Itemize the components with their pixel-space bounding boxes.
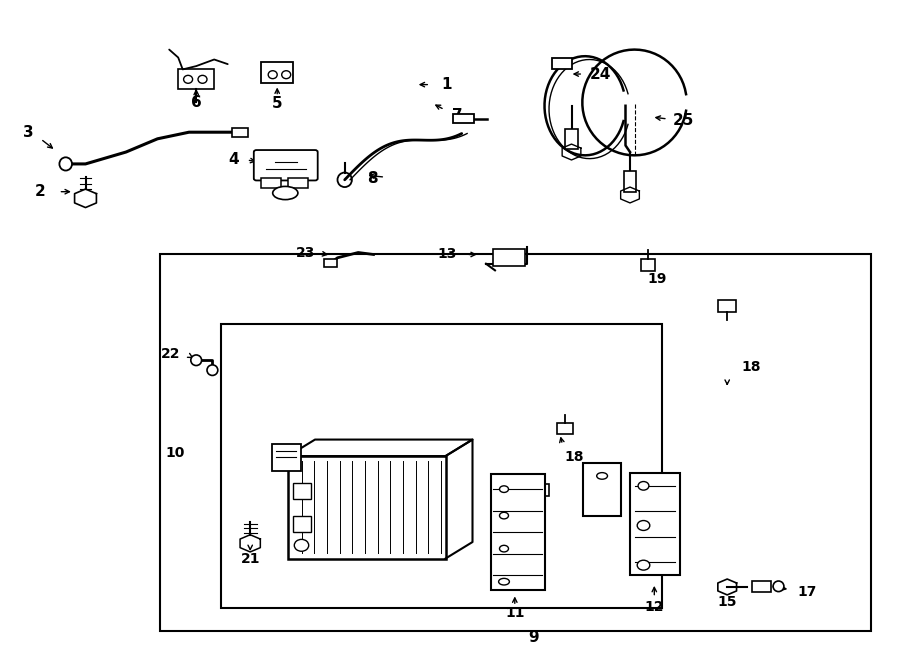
Ellipse shape [273, 186, 298, 200]
Text: 14: 14 [591, 483, 611, 498]
Text: 18: 18 [564, 450, 584, 465]
Ellipse shape [638, 481, 649, 490]
Text: 4: 4 [229, 153, 239, 167]
Ellipse shape [282, 71, 291, 79]
Ellipse shape [499, 578, 509, 585]
Bar [557, 423, 573, 434]
Text: 16: 16 [500, 475, 520, 490]
Text: 24: 24 [590, 67, 611, 81]
Bar [220, 324, 662, 608]
Text: 7: 7 [452, 108, 463, 122]
Text: 21: 21 [240, 552, 260, 566]
Text: 13: 13 [437, 247, 457, 262]
Bar [178, 69, 214, 89]
Bar [630, 473, 680, 575]
Bar [288, 178, 308, 188]
Text: 8: 8 [367, 171, 378, 186]
Text: 1: 1 [441, 77, 452, 92]
Text: 10: 10 [166, 446, 185, 460]
Bar [583, 463, 621, 516]
Text: 6: 6 [191, 95, 202, 110]
Ellipse shape [500, 545, 508, 552]
Bar [718, 300, 736, 312]
Ellipse shape [294, 539, 309, 551]
Bar [160, 254, 871, 631]
Bar [493, 249, 525, 266]
Text: 19: 19 [647, 272, 667, 286]
Ellipse shape [637, 560, 650, 570]
Ellipse shape [773, 581, 784, 592]
Text: 22: 22 [160, 347, 180, 362]
Text: 18: 18 [742, 360, 761, 374]
Bar [565, 129, 578, 149]
Ellipse shape [597, 473, 608, 479]
Ellipse shape [637, 521, 650, 530]
Bar [272, 444, 301, 471]
Text: 23: 23 [295, 245, 315, 260]
Ellipse shape [268, 71, 277, 79]
Ellipse shape [207, 365, 218, 375]
Ellipse shape [59, 157, 72, 171]
Ellipse shape [500, 512, 508, 519]
Text: 20: 20 [276, 453, 296, 467]
Bar [453, 114, 474, 123]
Bar [261, 62, 293, 83]
Bar [752, 581, 771, 592]
Text: 11: 11 [505, 606, 525, 621]
Text: 15: 15 [717, 594, 737, 609]
Text: 17: 17 [797, 584, 817, 599]
Bar [232, 128, 248, 137]
Bar [624, 171, 636, 192]
Bar [552, 58, 572, 69]
Ellipse shape [500, 486, 508, 492]
Text: 12: 12 [644, 600, 664, 614]
Bar [491, 474, 544, 590]
Bar [292, 516, 310, 532]
Text: 3: 3 [23, 125, 34, 139]
Bar [261, 178, 281, 188]
Ellipse shape [338, 173, 352, 187]
Ellipse shape [191, 355, 202, 366]
Text: 2: 2 [34, 184, 45, 199]
Bar [292, 483, 310, 499]
Text: 5: 5 [272, 97, 283, 111]
Text: 25: 25 [673, 113, 695, 128]
Bar [529, 484, 549, 496]
Ellipse shape [198, 75, 207, 83]
Ellipse shape [184, 75, 193, 83]
Bar [288, 456, 446, 559]
Bar [641, 259, 655, 271]
FancyBboxPatch shape [254, 150, 318, 180]
Bar [324, 259, 337, 267]
Text: 9: 9 [528, 631, 539, 645]
